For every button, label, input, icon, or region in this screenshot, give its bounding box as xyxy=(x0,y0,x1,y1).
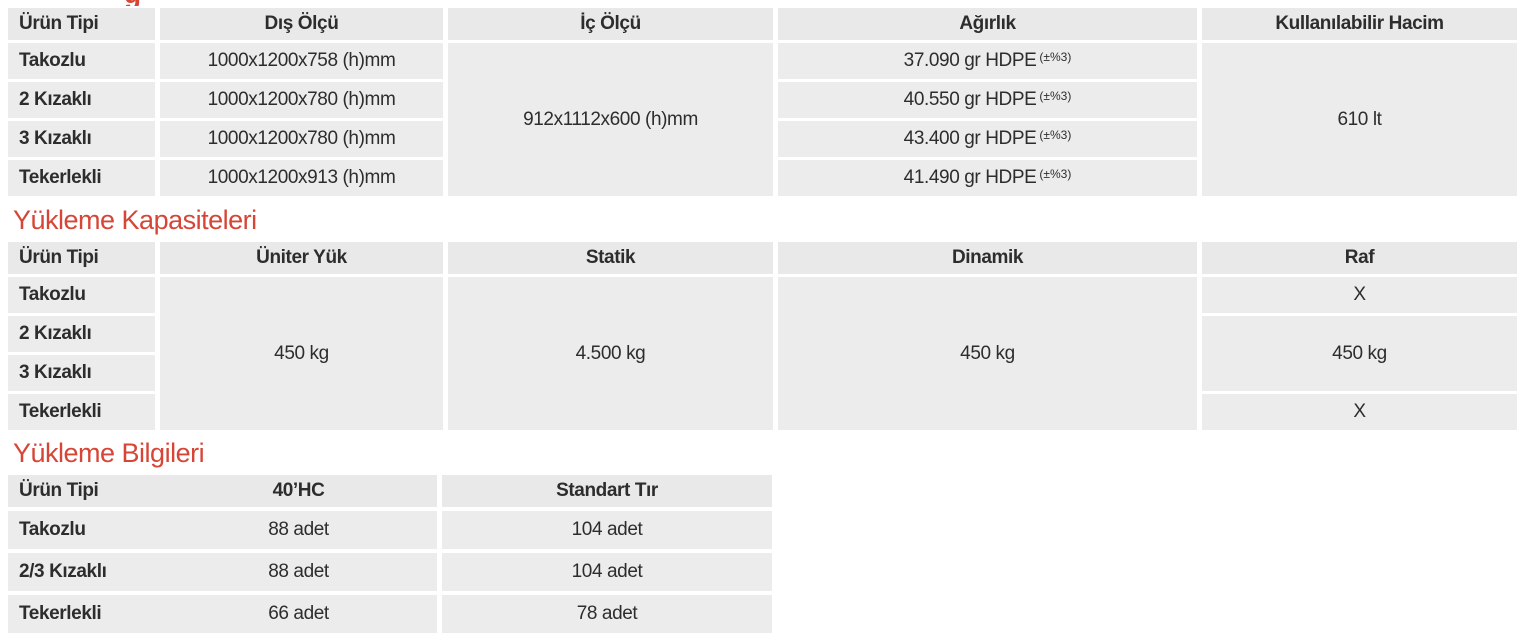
row-label: Tekerlekli xyxy=(8,394,155,430)
column-header: Ürün Tipi xyxy=(8,8,155,40)
load-capacities-table: Ürün Tipi Üniter Yük Statik Dinamik Raf … xyxy=(8,242,1517,430)
row-label: Takozlu xyxy=(8,43,155,79)
cropped-red-title-fragment: g xyxy=(124,0,168,6)
outer-dimension-cell: 1000x1200x913 (h)mm xyxy=(160,160,443,196)
static-load-cell: 4.500 kg xyxy=(448,277,773,430)
unit-load-cell: 450 kg xyxy=(160,277,443,430)
row-label: 2 Kızaklı xyxy=(8,316,155,352)
outer-dimension-cell: 1000x1200x780 (h)mm xyxy=(160,82,443,118)
row-label: 3 Kızaklı xyxy=(8,121,155,157)
row-label: 2 Kızaklı xyxy=(8,82,155,118)
container-40hc-cell: 88 adet xyxy=(268,519,329,540)
loading-info-table: Ürün Tipi 40’HC Standart Tır Takozlu 88 … xyxy=(8,475,772,633)
column-header: Ürün Tipi xyxy=(8,242,155,274)
column-header: İç Ölçü xyxy=(448,8,773,40)
column-header: Üniter Yük xyxy=(160,242,443,274)
tolerance-note: (±%3) xyxy=(1039,50,1072,64)
table-row-band: Takozlu 88 adet xyxy=(8,511,437,549)
column-header: Dış Ölçü xyxy=(160,8,443,40)
column-header: 40’HC xyxy=(272,480,325,501)
outer-dimension-cell: 1000x1200x758 (h)mm xyxy=(160,43,443,79)
standard-truck-cell: 104 adet xyxy=(442,511,772,549)
row-label: 2/3 Kızaklı xyxy=(19,561,107,582)
rack-load-cell: X xyxy=(1202,394,1517,430)
tolerance-note: (±%3) xyxy=(1039,167,1072,181)
column-header: Standart Tır xyxy=(442,475,772,507)
section-title-load-capacities: Yükleme Kapasiteleri xyxy=(13,205,257,235)
row-label: Tekerlekli xyxy=(8,160,155,196)
rack-load-cell: 450 kg xyxy=(1202,316,1517,391)
weight-cell: 40.550 gr HDPE (±%3) xyxy=(778,82,1197,118)
dimensions-table: Ürün Tipi Dış Ölçü İç Ölçü Ağırlık Kulla… xyxy=(8,8,1517,196)
column-header: Kullanılabilir Hacim xyxy=(1202,8,1517,40)
row-label: Takozlu xyxy=(19,519,86,540)
column-header: Ağırlık xyxy=(778,8,1197,40)
row-label: Tekerlekli xyxy=(19,603,102,624)
usable-volume-cell: 610 lt xyxy=(1202,43,1517,196)
tolerance-note: (±%3) xyxy=(1039,89,1072,103)
column-header: Raf xyxy=(1202,242,1517,274)
container-40hc-cell: 66 adet xyxy=(268,603,329,624)
inner-dimension-cell: 912x1112x600 (h)mm xyxy=(448,43,773,196)
container-40hc-cell: 88 adet xyxy=(268,561,329,582)
column-header: Dinamik xyxy=(778,242,1197,274)
row-label: Takozlu xyxy=(8,277,155,313)
row-label: 3 Kızaklı xyxy=(8,355,155,391)
standard-truck-cell: 104 adet xyxy=(442,553,772,591)
column-header: Statik xyxy=(448,242,773,274)
dynamic-load-cell: 450 kg xyxy=(778,277,1197,430)
outer-dimension-cell: 1000x1200x780 (h)mm xyxy=(160,121,443,157)
rack-load-cell: X xyxy=(1202,277,1517,313)
column-header: Ürün Tipi xyxy=(19,480,99,501)
table-row-band: Tekerlekli 66 adet xyxy=(8,595,437,633)
tolerance-note: (±%3) xyxy=(1039,128,1072,142)
section-title-loading-info: Yükleme Bilgileri xyxy=(13,438,205,468)
weight-cell: 43.400 gr HDPE (±%3) xyxy=(778,121,1197,157)
header-band: Ürün Tipi 40’HC xyxy=(8,475,437,507)
table-row-band: 2/3 Kızaklı 88 adet xyxy=(8,553,437,591)
weight-cell: 37.090 gr HDPE (±%3) xyxy=(778,43,1197,79)
weight-cell: 41.490 gr HDPE (±%3) xyxy=(778,160,1197,196)
standard-truck-cell: 78 adet xyxy=(442,595,772,633)
